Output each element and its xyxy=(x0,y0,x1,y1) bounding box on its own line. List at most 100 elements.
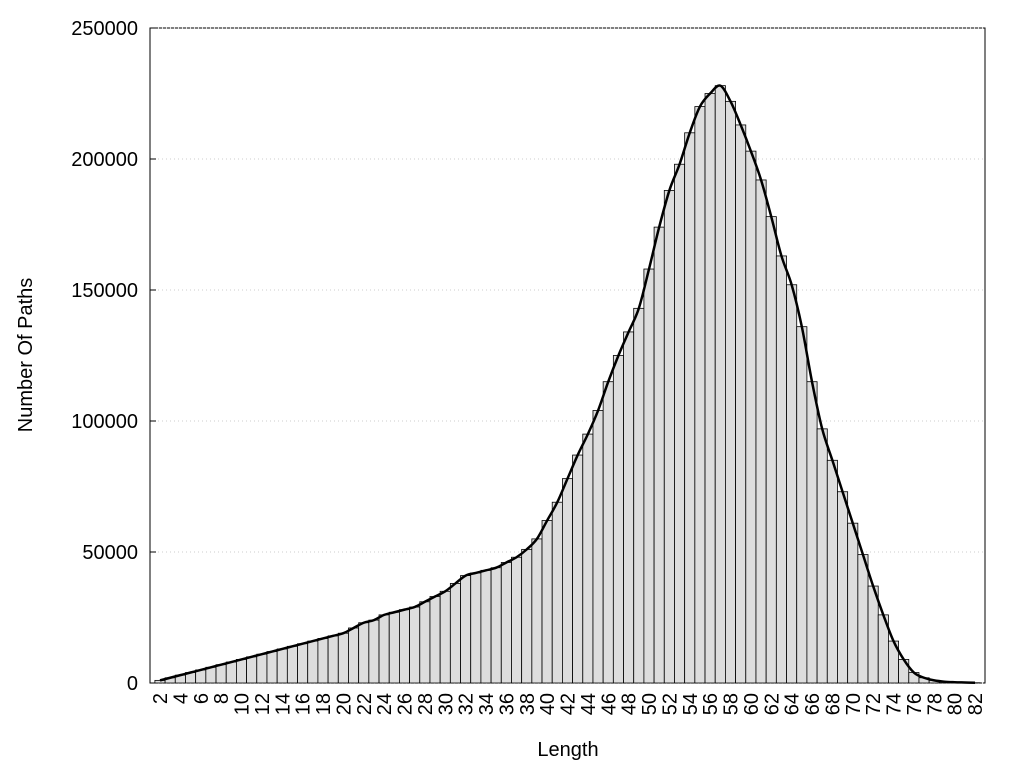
bar xyxy=(755,179,767,684)
x-tick-label: 18 xyxy=(313,693,335,715)
x-tick-label: 14 xyxy=(272,693,294,715)
x-tick-label: 44 xyxy=(578,693,600,715)
bar xyxy=(215,664,227,684)
bar xyxy=(409,606,421,684)
bar xyxy=(449,583,461,684)
x-tick-label: 42 xyxy=(558,693,580,715)
bar xyxy=(348,627,360,684)
x-tick-label: 60 xyxy=(741,693,763,715)
x-tick-label: 82 xyxy=(965,693,987,715)
y-tick-label: 150000 xyxy=(71,280,138,302)
bar xyxy=(612,355,624,684)
x-tick-label: 56 xyxy=(700,693,722,715)
bar xyxy=(633,307,645,684)
bar xyxy=(541,520,553,684)
bar xyxy=(745,150,757,684)
bar xyxy=(439,590,451,684)
x-tick-label: 20 xyxy=(333,693,355,715)
bar xyxy=(470,572,482,684)
bar xyxy=(816,428,828,684)
x-tick-label: 10 xyxy=(232,693,254,715)
bar xyxy=(704,93,716,684)
bar xyxy=(337,632,349,684)
x-tick-label: 58 xyxy=(721,693,743,715)
x-tick-label: 74 xyxy=(884,693,906,715)
bar xyxy=(826,459,838,684)
x-tick-label: 24 xyxy=(374,693,396,715)
bar xyxy=(643,268,655,684)
x-tick-label: 52 xyxy=(659,693,681,715)
x-tick-label: 76 xyxy=(904,693,926,715)
x-tick-label: 30 xyxy=(435,693,457,715)
bar xyxy=(500,562,512,684)
bar xyxy=(286,645,298,684)
x-tick-label: 8 xyxy=(211,693,233,704)
bar xyxy=(653,226,665,684)
bar xyxy=(735,124,747,684)
x-tick-label: 62 xyxy=(761,693,783,715)
bar xyxy=(562,478,573,684)
bar xyxy=(511,556,523,684)
x-tick-label: 66 xyxy=(802,693,824,715)
bar xyxy=(388,611,400,684)
y-tick-label: 50000 xyxy=(82,542,138,564)
x-tick-label: 70 xyxy=(843,693,865,715)
bar xyxy=(246,656,258,684)
bar xyxy=(623,331,635,684)
bar xyxy=(460,575,472,684)
x-tick-label: 32 xyxy=(456,693,478,715)
x-tick-label: 26 xyxy=(395,693,417,715)
bar xyxy=(429,596,441,684)
bar xyxy=(684,132,696,684)
bar xyxy=(256,653,268,684)
bar xyxy=(582,433,594,684)
x-tick-label: 36 xyxy=(496,693,518,715)
x-tick-label: 64 xyxy=(782,693,804,715)
x-tick-label: 28 xyxy=(415,693,437,715)
y-tick-label: 0 xyxy=(127,673,138,695)
bar xyxy=(368,619,380,684)
bar xyxy=(602,381,614,684)
bar xyxy=(765,216,777,684)
bar xyxy=(592,410,604,684)
bar xyxy=(857,554,869,684)
y-tick-label: 200000 xyxy=(71,149,138,171)
x-tick-label: 78 xyxy=(924,693,946,715)
x-tick-label: 22 xyxy=(354,693,376,715)
x-tick-label: 12 xyxy=(252,693,274,715)
bar xyxy=(490,567,502,684)
x-tick-label: 2 xyxy=(150,693,172,704)
bar xyxy=(266,651,278,684)
y-axis-label: Number Of Paths xyxy=(15,278,37,433)
bar xyxy=(480,569,492,684)
bar xyxy=(205,666,217,684)
bar xyxy=(225,661,237,684)
bar xyxy=(663,190,675,684)
bar xyxy=(531,538,543,684)
bar xyxy=(786,284,798,684)
x-axis-label: Length xyxy=(537,739,598,761)
y-tick-label: 250000 xyxy=(71,18,138,40)
bar xyxy=(521,548,533,684)
x-tick-label: 4 xyxy=(170,693,192,704)
bar xyxy=(236,659,247,684)
x-tick-label: 80 xyxy=(945,693,967,715)
bar xyxy=(714,85,726,684)
bar xyxy=(837,491,849,684)
bar xyxy=(775,255,787,684)
x-tick-label: 48 xyxy=(619,693,641,715)
bar xyxy=(419,601,431,684)
x-tick-label: 50 xyxy=(639,693,661,715)
x-tick-label: 34 xyxy=(476,693,498,715)
bar xyxy=(674,163,686,684)
bar xyxy=(307,640,319,684)
bar xyxy=(572,454,584,684)
trend-line xyxy=(159,84,976,684)
bar xyxy=(276,648,288,684)
bar xyxy=(317,638,329,684)
x-tick-label: 16 xyxy=(293,693,315,715)
y-tick-label: 100000 xyxy=(71,411,138,433)
bar xyxy=(725,100,736,684)
bar xyxy=(327,635,339,684)
